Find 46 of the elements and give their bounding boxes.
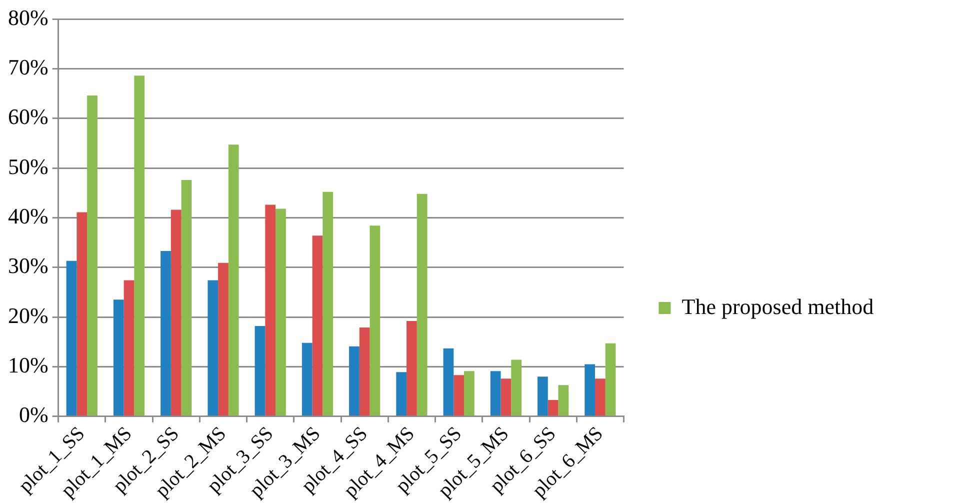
bar xyxy=(170,210,182,416)
legend-label: The proposed method xyxy=(682,294,874,319)
bar xyxy=(124,280,134,416)
bar xyxy=(490,371,501,416)
bar xyxy=(66,260,77,416)
bar xyxy=(548,400,558,416)
y-tick-label: 50% xyxy=(8,154,48,179)
bar xyxy=(406,321,417,416)
bar xyxy=(359,327,370,416)
bar xyxy=(218,262,228,416)
y-tick-label: 40% xyxy=(8,203,48,228)
y-tick-label: 0% xyxy=(19,402,48,428)
bar xyxy=(181,180,192,416)
bar xyxy=(265,204,276,416)
bar xyxy=(595,378,606,416)
bar xyxy=(396,372,407,416)
bar xyxy=(511,360,522,416)
bar xyxy=(76,212,88,416)
y-tick-label: 10% xyxy=(8,352,48,378)
bar xyxy=(558,385,569,416)
bar xyxy=(87,95,98,416)
bar xyxy=(416,194,428,416)
y-tick-label: 70% xyxy=(8,54,48,80)
bar xyxy=(276,208,286,416)
bar xyxy=(538,376,548,416)
bar xyxy=(464,371,474,416)
y-tick-label: 30% xyxy=(8,253,48,278)
bar xyxy=(160,250,171,416)
bar xyxy=(113,300,124,416)
bar xyxy=(302,342,312,416)
y-tick-label: 20% xyxy=(8,302,48,328)
bar xyxy=(228,144,239,416)
bar xyxy=(349,346,360,416)
bar xyxy=(254,326,266,416)
bar xyxy=(443,348,454,416)
bar xyxy=(208,280,218,416)
bar xyxy=(500,378,512,416)
bar xyxy=(370,226,380,416)
y-tick-label: 80% xyxy=(8,4,48,30)
y-tick-label: 60% xyxy=(8,104,48,130)
bar xyxy=(605,343,616,416)
bar xyxy=(312,236,323,416)
bar xyxy=(322,192,334,416)
bar xyxy=(454,375,464,416)
bar xyxy=(134,76,145,416)
bar xyxy=(584,364,596,416)
